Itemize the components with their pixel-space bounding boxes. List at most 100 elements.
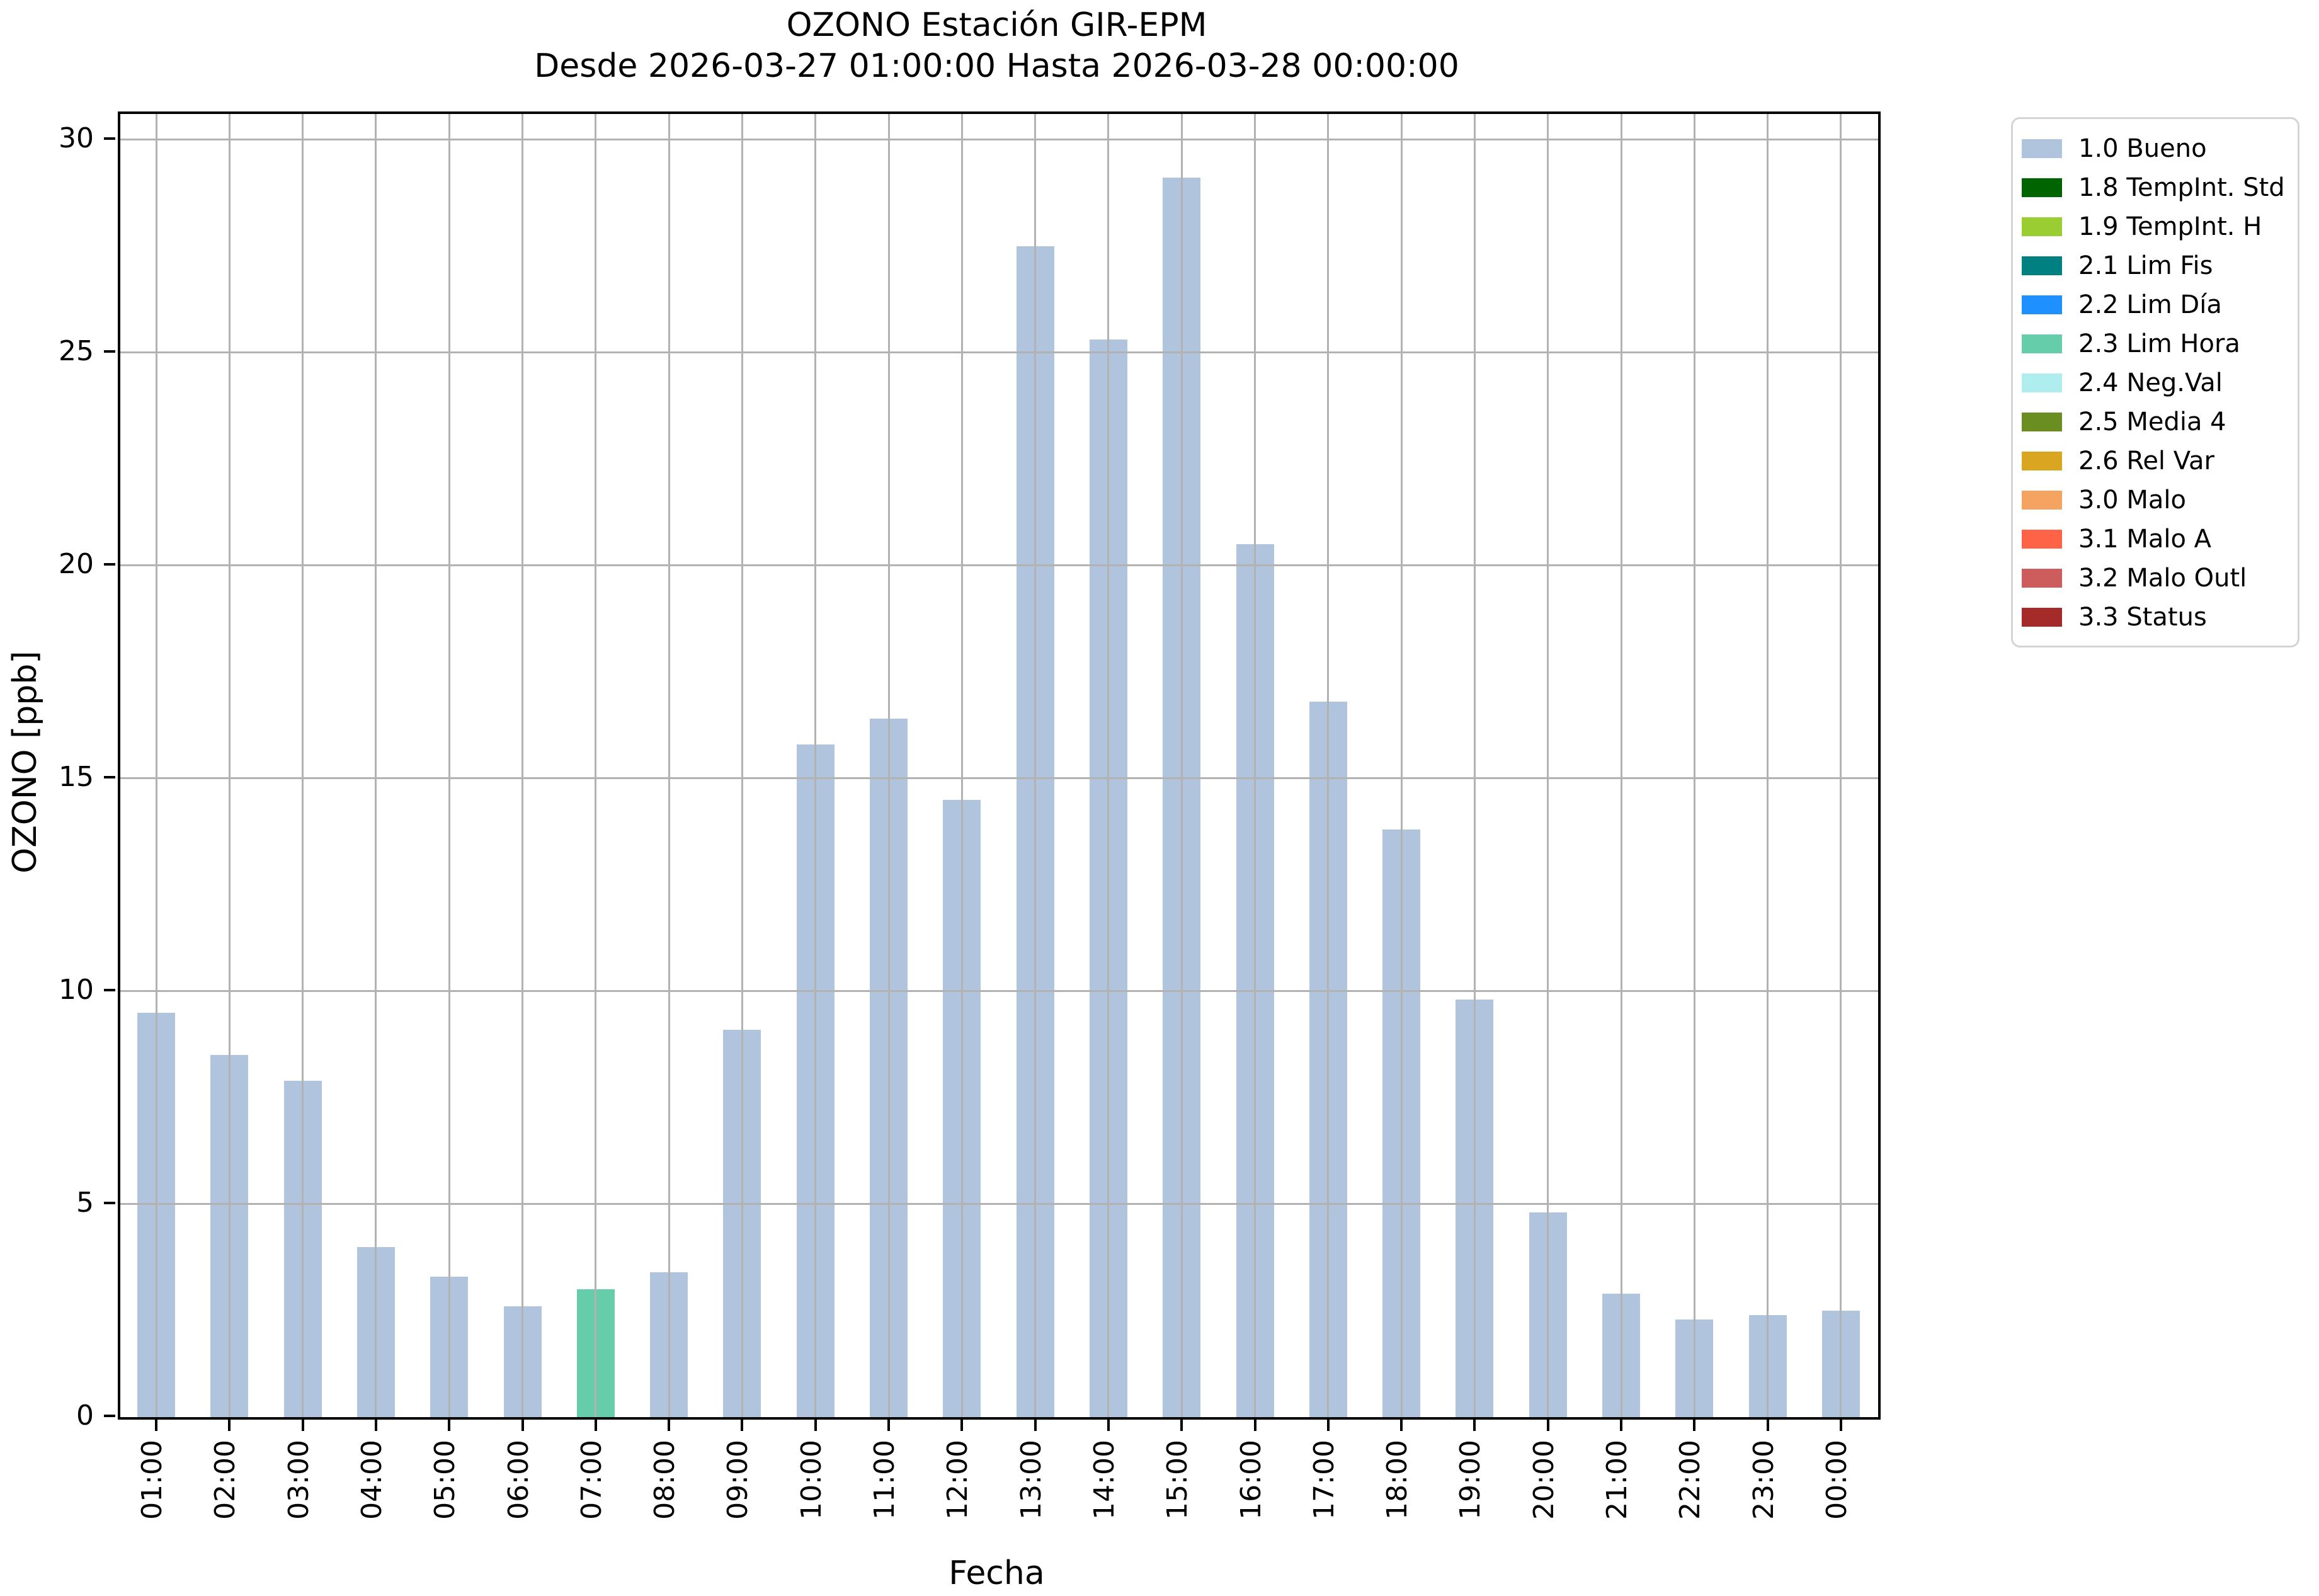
x-tick-label: 00:00 bbox=[1820, 1440, 1853, 1520]
legend-item: 3.1 Malo A bbox=[2022, 520, 2291, 559]
vertical-gridline bbox=[1840, 114, 1842, 1417]
vertical-gridline bbox=[887, 114, 890, 1417]
x-tick-mark bbox=[594, 1420, 597, 1431]
x-tick-mark bbox=[1473, 1420, 1476, 1431]
vertical-gridline bbox=[741, 114, 743, 1417]
chart-subtitle: Desde 2026-03-27 01:00:00 Hasta 2026-03-… bbox=[534, 47, 1459, 85]
x-tick-label: 17:00 bbox=[1308, 1440, 1340, 1520]
legend-label: 2.1 Lim Fis bbox=[2078, 251, 2213, 280]
x-tick-mark bbox=[1620, 1420, 1622, 1431]
vertical-gridline bbox=[668, 114, 670, 1417]
y-tick-label: 5 bbox=[76, 1186, 94, 1219]
x-tick-mark bbox=[814, 1420, 817, 1431]
x-tick-label: 23:00 bbox=[1747, 1440, 1780, 1520]
x-tick-mark bbox=[1107, 1420, 1110, 1431]
x-tick-mark bbox=[887, 1420, 890, 1431]
x-tick-label: 08:00 bbox=[649, 1440, 681, 1520]
legend-label: 3.3 Status bbox=[2078, 603, 2207, 632]
x-tick-mark bbox=[155, 1420, 157, 1431]
legend-item: 1.9 TempInt. H bbox=[2022, 207, 2291, 246]
legend-label: 1.0 Bueno bbox=[2078, 134, 2207, 163]
x-tick-label: 04:00 bbox=[355, 1440, 388, 1520]
legend-swatch bbox=[2022, 452, 2062, 470]
x-tick-mark bbox=[1326, 1420, 1330, 1431]
x-tick-label: 01:00 bbox=[136, 1440, 168, 1520]
vertical-gridline bbox=[1327, 114, 1330, 1417]
legend-swatch bbox=[2022, 491, 2062, 510]
legend-label: 3.2 Malo Outl bbox=[2078, 564, 2247, 593]
vertical-gridline bbox=[1620, 114, 1622, 1417]
vertical-gridline bbox=[1767, 114, 1769, 1417]
legend-swatch bbox=[2022, 373, 2062, 392]
legend-item: 2.3 Lim Hora bbox=[2022, 324, 2291, 363]
vertical-gridline bbox=[1473, 114, 1476, 1417]
vertical-gridline bbox=[595, 114, 597, 1417]
legend-swatch bbox=[2022, 413, 2062, 431]
legend-item: 3.0 Malo bbox=[2022, 481, 2291, 520]
x-tick-label: 02:00 bbox=[209, 1440, 242, 1520]
vertical-gridline bbox=[814, 114, 817, 1417]
y-tick-label: 25 bbox=[59, 334, 94, 367]
legend-swatch bbox=[2022, 256, 2062, 275]
vertical-gridline bbox=[155, 114, 157, 1417]
horizontal-gridline bbox=[120, 139, 1878, 141]
x-tick-mark bbox=[448, 1420, 451, 1431]
legend-swatch bbox=[2022, 295, 2062, 314]
y-tick-label: 30 bbox=[59, 122, 94, 154]
x-tick-label: 11:00 bbox=[869, 1440, 901, 1520]
x-tick-mark bbox=[1766, 1420, 1769, 1431]
legend-label: 2.4 Neg.Val bbox=[2078, 368, 2223, 397]
legend-item: 2.1 Lim Fis bbox=[2022, 246, 2291, 285]
vertical-gridline bbox=[1547, 114, 1549, 1417]
x-tick-mark bbox=[1034, 1420, 1037, 1431]
legend-swatch bbox=[2022, 139, 2062, 158]
x-tick-mark bbox=[228, 1420, 231, 1431]
legend-swatch bbox=[2022, 608, 2062, 627]
x-tick-mark bbox=[1839, 1420, 1842, 1431]
vertical-gridline bbox=[521, 114, 523, 1417]
legend-swatch bbox=[2022, 569, 2062, 588]
x-tick-mark bbox=[1400, 1420, 1403, 1431]
x-tick-label: 06:00 bbox=[502, 1440, 535, 1520]
x-tick-mark bbox=[301, 1420, 304, 1431]
y-tick-label: 15 bbox=[59, 760, 94, 793]
vertical-gridline bbox=[1034, 114, 1037, 1417]
legend-swatch bbox=[2022, 530, 2062, 549]
vertical-gridline bbox=[1400, 114, 1403, 1417]
x-tick-label: 10:00 bbox=[795, 1440, 828, 1520]
vertical-gridline bbox=[960, 114, 963, 1417]
chart-title-block: OZONO Estación GIR-EPM Desde 2026-03-27 … bbox=[118, 5, 1876, 87]
x-tick-mark bbox=[1253, 1420, 1256, 1431]
y-tick-mark bbox=[104, 988, 115, 991]
x-tick-label: 15:00 bbox=[1161, 1440, 1194, 1520]
x-tick-label: 07:00 bbox=[575, 1440, 608, 1520]
y-tick-mark bbox=[104, 1201, 115, 1204]
legend-item: 1.0 Bueno bbox=[2022, 129, 2291, 168]
x-tick-label: 19:00 bbox=[1454, 1440, 1487, 1520]
vertical-gridline bbox=[448, 114, 450, 1417]
legend-label: 3.0 Malo bbox=[2078, 486, 2186, 515]
x-tick-mark bbox=[1693, 1420, 1696, 1431]
legend-item: 2.4 Neg.Val bbox=[2022, 363, 2291, 402]
legend-item: 2.5 Media 4 bbox=[2022, 402, 2291, 442]
vertical-gridline bbox=[1693, 114, 1695, 1417]
legend-label: 2.2 Lim Día bbox=[2078, 290, 2222, 319]
y-tick-mark bbox=[104, 1415, 115, 1417]
x-tick-label: 12:00 bbox=[942, 1440, 974, 1520]
x-tick-mark bbox=[668, 1420, 671, 1431]
x-tick-label: 21:00 bbox=[1601, 1440, 1633, 1520]
legend-item: 3.3 Status bbox=[2022, 598, 2291, 637]
x-tick-label: 03:00 bbox=[282, 1440, 315, 1520]
legend-item: 2.6 Rel Var bbox=[2022, 442, 2291, 481]
x-tick-mark bbox=[741, 1420, 744, 1431]
y-tick-label: 0 bbox=[76, 1399, 94, 1432]
chart-title: OZONO Estación GIR-EPM bbox=[786, 6, 1207, 44]
horizontal-gridline bbox=[120, 564, 1878, 567]
legend-label: 1.9 TempInt. H bbox=[2078, 212, 2262, 241]
legend-item: 2.2 Lim Día bbox=[2022, 285, 2291, 324]
x-tick-mark bbox=[521, 1420, 524, 1431]
x-tick-mark bbox=[1180, 1420, 1183, 1431]
legend-swatch bbox=[2022, 178, 2062, 197]
legend-swatch bbox=[2022, 334, 2062, 353]
